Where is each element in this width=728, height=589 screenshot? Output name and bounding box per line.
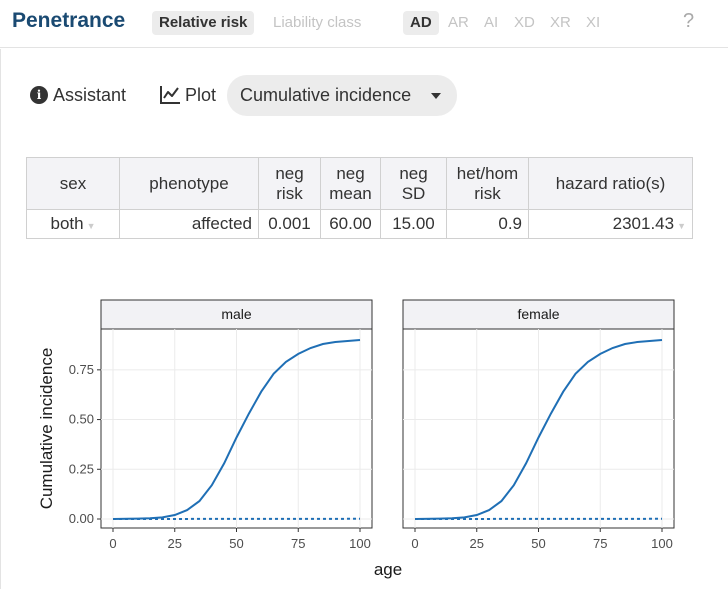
x-tick-label: 50 (531, 536, 545, 551)
y-tick-label: 0.50 (69, 412, 94, 427)
x-tick-label: 0 (411, 536, 418, 551)
col-header-neg-mean: neg mean (320, 157, 381, 210)
panel-strip-label: male (221, 306, 252, 322)
cell-neg-mean[interactable]: 60.00 (320, 209, 381, 239)
panel-strip-label: female (517, 306, 559, 322)
panel-strip (100, 299, 373, 330)
x-tick-label: 25 (168, 536, 182, 551)
x-tick-label: 75 (593, 536, 607, 551)
x-tick-label: 75 (291, 536, 305, 551)
y-tick-label: 0.00 (69, 511, 94, 526)
col-header-het-hom-risk: het/hom risk (446, 157, 529, 210)
col-header-hazard-ratios: hazard ratio(s) (528, 157, 693, 210)
cell-sex[interactable]: both ▼ (26, 209, 120, 239)
tab-xd[interactable]: XD (514, 14, 535, 31)
assistant-button[interactable]: Assistant (53, 85, 127, 105)
col-header-neg-sd: neg SD (380, 157, 447, 210)
tab-ai[interactable]: AI (484, 14, 499, 31)
cell-neg-risk[interactable]: 0.001 (258, 209, 321, 239)
x-tick-label: 0 (109, 536, 116, 551)
x-tick-label: 50 (229, 536, 243, 551)
tab-xi[interactable]: XI (586, 14, 601, 31)
dropdown-arrow-icon: ▼ (86, 221, 96, 231)
cell-phenotype[interactable]: affected (119, 209, 259, 239)
col-header-neg-risk: neg risk (258, 157, 321, 210)
dropdown-arrow-icon: ▼ (677, 221, 686, 231)
tab-ar[interactable]: AR (448, 14, 469, 31)
series-line-cumulative-incidence (112, 339, 361, 520)
x-tick-label: 100 (651, 536, 673, 551)
info-icon[interactable]: i (30, 86, 48, 104)
cell-het-hom-risk[interactable]: 0.9 (446, 209, 529, 239)
col-header-sex: sex (26, 157, 120, 210)
app-header: Penetrance Relative risk Liability class… (0, 0, 728, 48)
x-axis-title: age (374, 560, 402, 579)
panel-strip (402, 299, 675, 330)
y-tick-label: 0.75 (69, 362, 94, 377)
cell-hazard-ratio[interactable]: 2301.43 ▼ (528, 209, 693, 239)
penetrance-parameter-table: sex phenotype neg risk neg mean neg SD het/… (26, 157, 693, 239)
help-button[interactable]: ? (683, 10, 695, 32)
y-tick-label: 0.25 (69, 461, 94, 476)
table-row: both ▼ affected 0.001 60.00 15.00 0.9 230… (26, 209, 693, 239)
tab-relative-risk[interactable]: Relative risk (152, 11, 255, 35)
plot-type-select-value: Cumulative incidence (240, 85, 412, 105)
x-tick-label: 100 (349, 536, 371, 551)
series-line-cumulative-incidence (414, 339, 663, 520)
y-axis-title: Cumulative incidence (37, 348, 56, 510)
line-chart-icon[interactable] (160, 85, 181, 104)
col-header-phenotype: phenotype (119, 157, 259, 210)
caret-down-icon (431, 93, 441, 99)
x-tick-label: 25 (470, 536, 484, 551)
page-title: Penetrance (12, 9, 126, 32)
tab-xr[interactable]: XR (550, 14, 571, 31)
tab-liability-class[interactable]: Liability class (273, 14, 362, 31)
plot-button[interactable]: Plot (185, 85, 217, 105)
plot-type-select[interactable]: Cumulative incidence (227, 75, 457, 116)
tab-ad[interactable]: AD (403, 11, 439, 35)
cell-neg-sd[interactable]: 15.00 (380, 209, 447, 239)
cumulative-incidence-chart: male 0 25 50 75 100 female 0 25 50 75 100 0.00 0.25 0.… (37, 299, 675, 579)
